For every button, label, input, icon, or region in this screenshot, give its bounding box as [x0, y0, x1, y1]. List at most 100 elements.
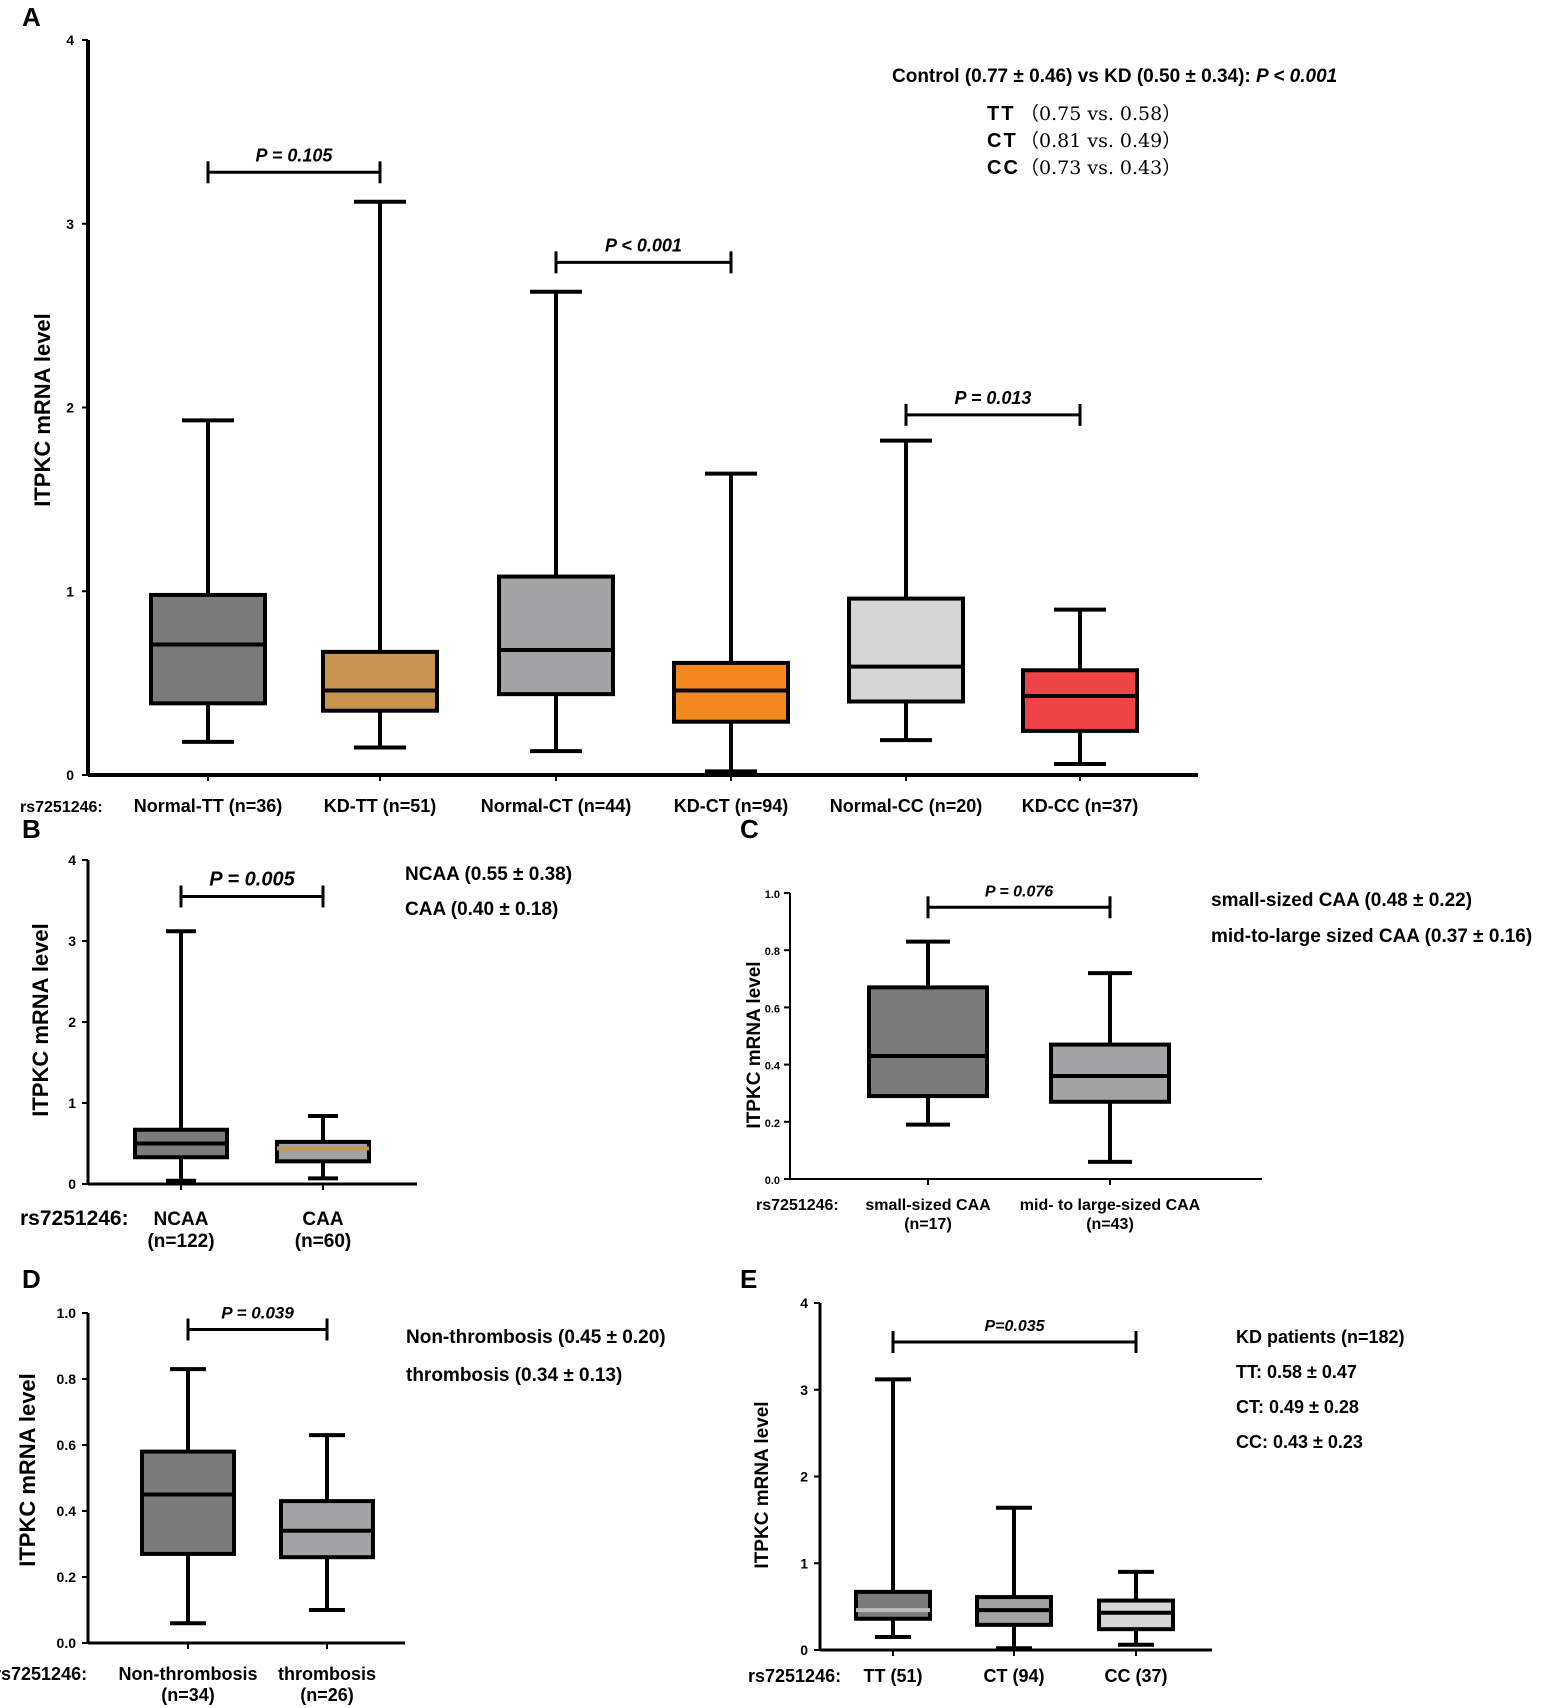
x-tick-label: Normal-CT (n=44) [481, 796, 632, 816]
p-value-label: P = 0.005 [209, 868, 295, 890]
plot-area-c: 0.0 0.2 0.4 0.6 0.8 1.0 small-sized CAA (n=17) m… [765, 883, 1262, 1233]
y-tick-label: 4 [66, 32, 74, 48]
annotation-b-ncaa: NCAA (0.55 ± 0.38) [405, 864, 572, 885]
x-prefix-a: rs7251246: [20, 799, 103, 816]
x-tick-label: CC (37) [1104, 1666, 1167, 1686]
annotation-c-small: small-sized CAA (0.48 ± 0.22) [1211, 890, 1472, 911]
x-prefix-b: rs7251246: [20, 1207, 129, 1230]
box [140, 1449, 236, 1556]
y-tick-label: 1.0 [57, 1305, 77, 1321]
x-tick-label: TT (51) [863, 1666, 922, 1686]
y-tick-label: 1 [68, 1095, 76, 1111]
y-axis-label-e: ITPKC mRNA level [752, 1401, 773, 1568]
panel-d: D ITPKC mRNA level rs7251246: 0.0 0.2 0.4 0… [0, 1264, 666, 1705]
x-prefix-e: rs7251246: [748, 1666, 841, 1686]
panel-b: B ITPKC mRNA level rs7251246: 01234NCAA(… [20, 814, 572, 1252]
annotation-e-tt: TT: 0.58 ± 0.47 [1236, 1362, 1357, 1382]
y-tick-label: 3 [68, 933, 76, 949]
x-tick-sublabel: (n=34) [161, 1685, 215, 1705]
p-value-label: P=0.035 [984, 1318, 1045, 1335]
box [1021, 668, 1139, 733]
y-tick-label: 3 [66, 216, 74, 232]
box [867, 985, 989, 1099]
annotation-d-non: Non-thrombosis (0.45 ± 0.20) [406, 1327, 666, 1348]
x-tick-label: NCAA [154, 1209, 209, 1230]
p-value-label: P = 0.076 [985, 883, 1053, 900]
y-tick-label: 2 [68, 1014, 76, 1030]
box [854, 1589, 932, 1621]
genotype-values-cc: （0.73 vs. 0.43） [1020, 157, 1181, 179]
y-tick-label: 0.8 [57, 1371, 77, 1387]
x-tick-label: thrombosis [278, 1664, 376, 1684]
x-tick-label: CAA [302, 1209, 343, 1230]
box [149, 592, 267, 706]
y-tick-label: 0.0 [57, 1635, 77, 1651]
y-axis-label-c: ITPKC mRNA level [744, 961, 765, 1128]
x-prefix-c: rs7251246: [756, 1197, 839, 1214]
annotation-summary-p: P < 0.001 [1256, 66, 1337, 87]
box [1049, 1042, 1171, 1104]
plot-area-e: 0 1 2 3 4 TT (51) CT (94) CC (37) P=0.035 [800, 1295, 1212, 1686]
x-tick-sublabel: (n=122) [147, 1231, 214, 1252]
y-tick-label: 4 [68, 852, 76, 868]
y-tick-label: 0.6 [57, 1437, 77, 1453]
p-value-label: P < 0.001 [605, 235, 682, 255]
annotation-summary-a: Control (0.77 ± 0.46) vs KD (0.50 ± 0.34… [892, 66, 1337, 87]
y-tick-label: 0.8 [765, 946, 780, 958]
y-tick-label: 1 [800, 1555, 808, 1571]
y-axis-label-a: ITPKC mRNA level [30, 313, 55, 507]
y-tick-label: 0.4 [57, 1503, 77, 1519]
x-tick-label: Normal-CC (n=20) [830, 796, 983, 816]
x-tick-sublabel: (n=60) [295, 1231, 352, 1252]
genotype-values-tt: （0.75 vs. 0.58） [1020, 103, 1181, 125]
p-value-label: P = 0.105 [256, 145, 334, 165]
x-tick-label: KD-CC (n=37) [1022, 796, 1139, 816]
annotation-block-a: Control (0.77 ± 0.46) vs KD (0.50 ± 0.34… [892, 66, 1337, 179]
y-tick-label: 0.2 [57, 1569, 77, 1585]
x-tick-label: KD-TT (n=51) [324, 796, 437, 816]
x-tick-label: CT (94) [983, 1666, 1044, 1686]
x-prefix-d: rs7251246: [0, 1664, 87, 1684]
annotation-b-caa: CAA (0.40 ± 0.18) [405, 899, 558, 920]
genotype-label-tt: TT [987, 103, 1015, 125]
annotation-c-large: mid-to-large sized CAA (0.37 ± 0.16) [1211, 926, 1532, 947]
y-tick-label: 0.4 [765, 1061, 781, 1073]
p-value-label: P = 0.039 [221, 1304, 294, 1323]
annotation-d-thromb: thrombosis (0.34 ± 0.13) [406, 1365, 622, 1386]
x-tick-sublabel: (n=17) [904, 1216, 952, 1233]
annotation-e-ct: CT: 0.49 ± 0.28 [1236, 1397, 1359, 1417]
panel-e: E ITPKC mRNA level rs7251246: 0 1 2 3 4 TT (5… [740, 1264, 1405, 1686]
panel-a: A ITPKC mRNA level rs7251246: 0 1 2 3 4 Norma… [20, 2, 1337, 816]
panel-label-b: B [22, 814, 41, 844]
p-value-label: P = 0.013 [955, 388, 1032, 408]
plot-area-a: 0 1 2 3 4 Normal-TT (n=36) KD-TT (n=51) Normal-… [66, 32, 1198, 816]
box [321, 649, 439, 713]
panel-c: C ITPKC mRNA level rs7251246: 0.00.20.40… [740, 814, 1532, 1233]
x-tick-label: Non-thrombosis [119, 1664, 258, 1684]
genotype-label-cc: CC [987, 157, 1020, 179]
x-tick-label: small-sized CAA [865, 1197, 991, 1214]
panel-label-a: A [22, 2, 41, 32]
panel-label-e: E [740, 1264, 757, 1294]
y-tick-label: 1 [66, 583, 74, 599]
annotation-e-cc: CC: 0.43 ± 0.23 [1236, 1432, 1363, 1452]
y-axis-label-d: ITPKC mRNA level [15, 1373, 40, 1567]
panel-label-c: C [740, 814, 759, 844]
x-tick-sublabel: (n=26) [300, 1685, 354, 1705]
x-tick-label: mid- to large-sized CAA [1020, 1197, 1201, 1214]
y-tick-label: 2 [800, 1469, 808, 1485]
annotation-e-title: KD patients (n=182) [1236, 1327, 1405, 1347]
panel-label-d: D [22, 1264, 41, 1294]
y-tick-label: 3 [800, 1382, 808, 1398]
box [275, 1139, 371, 1164]
genotype-label-ct: CT [987, 130, 1018, 152]
genotype-values-ct: （0.81 vs. 0.49） [1020, 130, 1181, 152]
y-tick-label: 0.6 [765, 1003, 780, 1015]
x-tick-label: KD-CT (n=94) [674, 796, 789, 816]
box [847, 596, 965, 704]
y-tick-label: 4 [800, 1295, 808, 1311]
box [497, 574, 615, 697]
y-tick-label: 1.0 [765, 889, 780, 901]
annotation-summary-text: Control (0.77 ± 0.46) vs KD (0.50 ± 0.34… [892, 66, 1256, 87]
